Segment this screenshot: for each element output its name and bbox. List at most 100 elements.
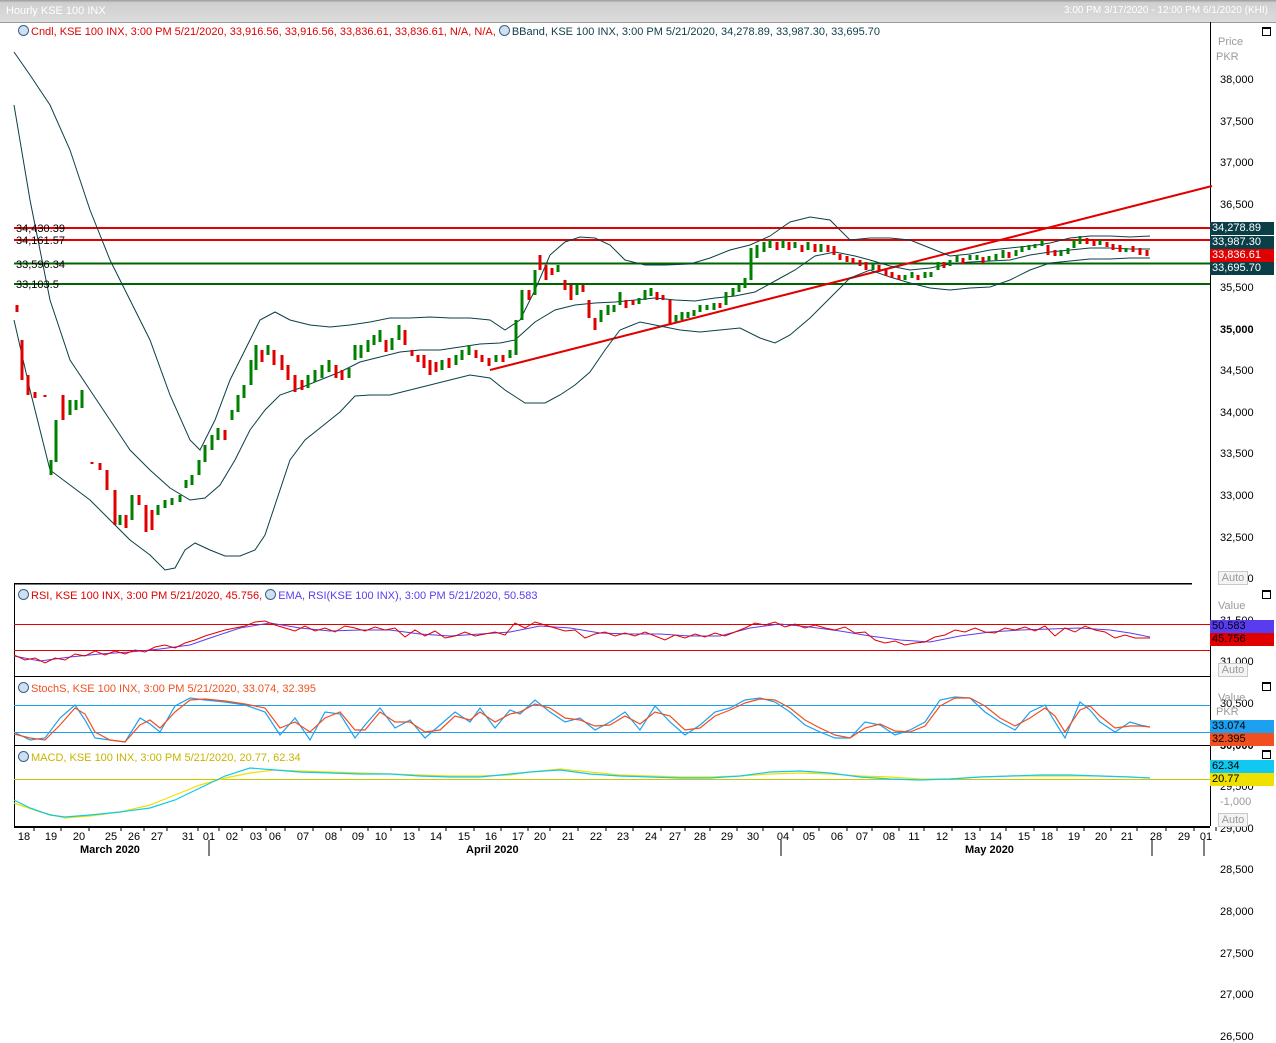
- candle-down: [144, 505, 148, 532]
- candle-up: [170, 498, 174, 505]
- candle-up: [494, 355, 498, 362]
- price-auto-scale-button[interactable]: Auto: [1218, 571, 1248, 585]
- price-tick-label: 35,500: [1220, 282, 1254, 294]
- price-tick-label: 28,000: [1220, 906, 1254, 918]
- price-tick-label: 36,500: [1220, 198, 1254, 211]
- price-tick-label: 28,500: [1220, 864, 1254, 877]
- candle-up: [397, 325, 401, 340]
- candle-up: [903, 275, 907, 280]
- day-tick-label: 26: [127, 831, 141, 843]
- candle-up: [556, 265, 560, 272]
- day-tick-label: 07: [296, 831, 310, 843]
- candle-down: [981, 257, 985, 263]
- candle-down: [150, 510, 154, 530]
- candle-up: [1059, 250, 1063, 256]
- candle-up: [1014, 250, 1018, 256]
- rsi-pane-maximize-icon[interactable]: [1262, 590, 1271, 599]
- candle-up: [936, 262, 940, 270]
- candle-up: [378, 330, 382, 342]
- candle-up: [1078, 236, 1082, 244]
- candle-up: [184, 480, 188, 488]
- candle-down: [775, 242, 779, 250]
- candle-down: [826, 245, 830, 252]
- macd-legend[interactable]: MACD, KSE 100 INX, 3:00 PM 5/21/2020, 20…: [18, 751, 301, 764]
- macd-auto-scale-button[interactable]: Auto: [1218, 813, 1248, 827]
- price-pane-maximize-icon[interactable]: [1262, 27, 1271, 36]
- candle-up: [347, 368, 351, 378]
- candle-down: [1046, 245, 1050, 255]
- day-tick-label: 13: [963, 831, 977, 843]
- macd-pane-maximize-icon[interactable]: [1262, 750, 1271, 759]
- day-tick-label: 31: [181, 831, 195, 843]
- day-tick-label: 29: [1177, 831, 1191, 843]
- candle-up: [359, 345, 363, 358]
- candle-down: [113, 490, 117, 525]
- candle-up: [768, 240, 772, 248]
- last-price-tag: 33,836.61: [1210, 249, 1274, 262]
- candle-down: [480, 355, 484, 362]
- candle-down: [124, 515, 128, 528]
- day-tick-label: 30: [746, 831, 760, 843]
- candle-up: [698, 305, 702, 312]
- candle-up: [1033, 244, 1037, 248]
- day-tick-label: 09: [351, 831, 365, 843]
- candle-down: [587, 300, 591, 318]
- candle-up: [372, 335, 376, 345]
- bband-middle: [13, 104, 1150, 501]
- rsi-ema-tag: 50.583: [1210, 620, 1274, 633]
- candle-up: [313, 370, 317, 382]
- bband-upper-tag: 34,278.89: [1210, 222, 1274, 235]
- candle-up: [1040, 240, 1044, 246]
- macd-line: [13, 767, 1151, 818]
- rsi-axis-title: Value: [1218, 600, 1246, 612]
- candle-down: [422, 355, 426, 368]
- candle-legend[interactable]: Cndl, KSE 100 INX, 3:00 PM 5/21/2020, 33…: [18, 25, 880, 38]
- candle-down: [864, 262, 868, 270]
- day-tick-label: 04: [776, 831, 790, 843]
- rsi-legend[interactable]: RSI, KSE 100 INX, 3:00 PM 5/21/2020, 45.…: [18, 589, 537, 602]
- day-tick-label: 28: [693, 831, 707, 843]
- price-tick-label: 37,500: [1220, 115, 1254, 128]
- price-tick-label: 30,500: [1220, 698, 1254, 710]
- candle-down: [800, 245, 804, 252]
- chart-canvas[interactable]: [0, 0, 1276, 863]
- candle-up: [454, 355, 458, 365]
- rsi-auto-scale-button[interactable]: Auto: [1218, 663, 1248, 677]
- candle-down: [280, 355, 284, 370]
- candle-down: [260, 350, 264, 362]
- day-tick-label: 14: [429, 831, 443, 843]
- stoch-axis-title: Value: [1218, 692, 1246, 704]
- candle-up: [467, 345, 471, 355]
- candle-up: [755, 245, 759, 258]
- candle-down: [569, 285, 573, 300]
- candle-down: [487, 358, 491, 366]
- rsi-line: [13, 620, 1150, 664]
- candle-up: [743, 278, 747, 288]
- candle-up: [249, 360, 253, 385]
- candle-down: [384, 340, 388, 352]
- candle-up: [1098, 240, 1102, 245]
- candle-up: [724, 292, 728, 305]
- candle-down: [1007, 252, 1011, 258]
- bband-lower: [13, 257, 1150, 571]
- candle-down: [300, 380, 304, 390]
- candle-up: [643, 290, 647, 300]
- candle-up: [178, 495, 182, 502]
- bband-lower-tag: 33,695.70: [1210, 262, 1274, 275]
- candle-up: [705, 305, 709, 310]
- candle-down: [838, 254, 842, 260]
- candle-up: [793, 242, 797, 248]
- candle-down: [98, 463, 102, 470]
- bband-series-icon: [498, 25, 510, 36]
- day-tick-label: 23: [616, 831, 630, 843]
- candle-down: [884, 270, 888, 276]
- candle-down: [916, 275, 920, 280]
- candle-up: [680, 312, 684, 320]
- candle-down: [1145, 250, 1149, 256]
- candle-up: [118, 515, 122, 525]
- stoch-pane-maximize-icon[interactable]: [1262, 682, 1271, 691]
- candle-down: [1111, 244, 1115, 250]
- stoch-legend[interactable]: StochS, KSE 100 INX, 3:00 PM 5/21/2020, …: [18, 682, 316, 695]
- window-title-bar: Hourly KSE 100 INX 3:00 PM 3/17/2020 - 1…: [0, 0, 1276, 23]
- price-tick-label: 35,000: [1220, 323, 1254, 336]
